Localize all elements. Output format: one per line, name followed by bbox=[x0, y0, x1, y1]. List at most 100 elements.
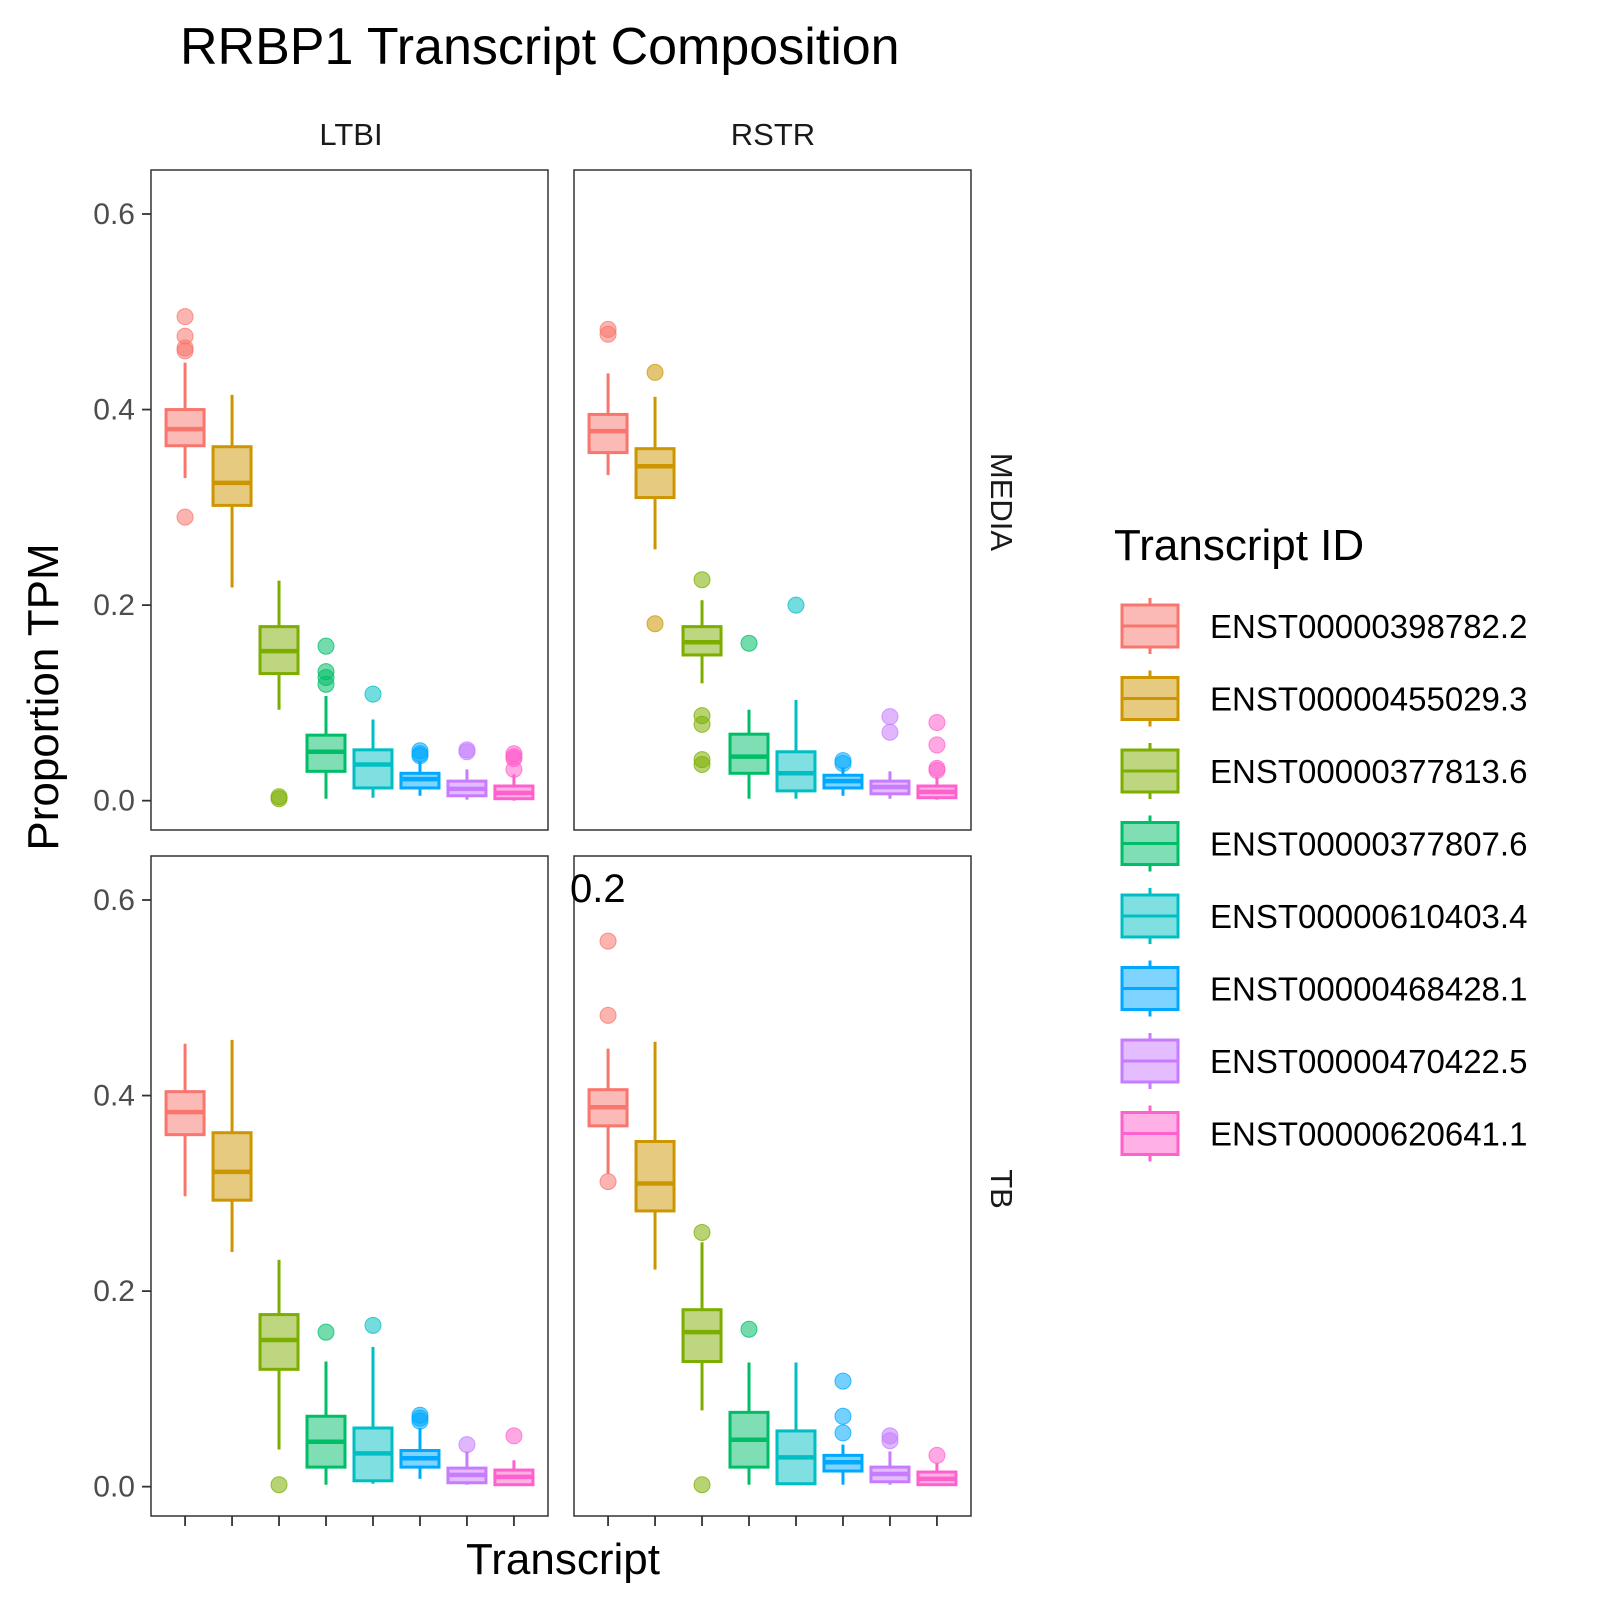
box-iqr bbox=[211, 1131, 253, 1202]
box-iqr bbox=[587, 412, 629, 455]
box-ENST00000610403.4 bbox=[352, 1316, 394, 1484]
outlier-point bbox=[270, 790, 288, 808]
outlier-point bbox=[364, 685, 382, 703]
outlier-point bbox=[505, 760, 523, 778]
legend-label: ENST00000377813.6 bbox=[1210, 753, 1527, 790]
legend-title: Transcript ID bbox=[1114, 521, 1364, 570]
outlier-point bbox=[740, 1320, 758, 1338]
legend-label: ENST00000620641.1 bbox=[1210, 1116, 1527, 1153]
outlier-point bbox=[928, 736, 946, 754]
box-ENST00000455029.3 bbox=[634, 1041, 676, 1270]
box-ENST00000398782.2 bbox=[587, 320, 629, 476]
y-tick-label: 0.6 bbox=[93, 884, 135, 917]
legend-label: ENST00000377807.6 bbox=[1210, 826, 1527, 863]
box-ENST00000398782.2 bbox=[587, 932, 629, 1191]
box-ENST00000468428.1 bbox=[399, 1406, 441, 1479]
panel-annotation: 0.2 bbox=[570, 867, 626, 911]
box-ENST00000398782.2 bbox=[164, 308, 206, 526]
outlier-point bbox=[270, 1476, 288, 1494]
box-ENST00000377813.6 bbox=[258, 580, 300, 808]
legend-label: ENST00000398782.2 bbox=[1210, 608, 1527, 645]
box-ENST00000620641.1 bbox=[916, 713, 958, 800]
outlier-point bbox=[599, 325, 617, 343]
outlier-point bbox=[458, 743, 476, 761]
box-iqr bbox=[681, 1308, 723, 1364]
outlier-point bbox=[646, 615, 664, 633]
box-ENST00000377813.6 bbox=[681, 1223, 723, 1494]
legend-item: ENST00000468428.1 bbox=[1120, 960, 1527, 1017]
box-iqr bbox=[634, 447, 676, 500]
outlier-point bbox=[505, 1427, 523, 1445]
legend-label: ENST00000610403.4 bbox=[1210, 898, 1527, 935]
box-iqr bbox=[728, 732, 770, 775]
box-ENST00000610403.4 bbox=[775, 1362, 817, 1486]
outlier-point bbox=[317, 1323, 335, 1341]
outlier-point bbox=[693, 1476, 711, 1494]
box-ENST00000620641.1 bbox=[493, 745, 535, 801]
outlier-point bbox=[176, 508, 194, 526]
legend-item: ENST00000377807.6 bbox=[1120, 815, 1527, 872]
panels-layer bbox=[150, 169, 972, 1517]
box-ENST00000470422.5 bbox=[869, 1427, 911, 1485]
outlier-point bbox=[364, 1316, 382, 1334]
outlier-point bbox=[693, 715, 711, 733]
facet-strip-ltbi: LTBI bbox=[319, 117, 382, 152]
outlier-point bbox=[599, 1006, 617, 1024]
outlier-point bbox=[646, 363, 664, 381]
y-tick-label: 0.2 bbox=[93, 1275, 135, 1308]
box-ENST00000398782.2 bbox=[164, 1043, 206, 1197]
y-tick-label: 0.4 bbox=[93, 1080, 135, 1113]
outlier-point bbox=[928, 1446, 946, 1464]
y-tick-label: 0.0 bbox=[93, 785, 135, 818]
outlier-point bbox=[834, 1424, 852, 1442]
legend-label: ENST00000455029.3 bbox=[1210, 681, 1527, 718]
legend-item: ENST00000620641.1 bbox=[1120, 1105, 1527, 1162]
box-ENST00000470422.5 bbox=[446, 1436, 488, 1485]
outlier-point bbox=[834, 1372, 852, 1390]
box-ENST00000610403.4 bbox=[775, 596, 817, 799]
y-tick-label: 0.2 bbox=[93, 589, 135, 622]
box-ENST00000377807.6 bbox=[305, 637, 347, 799]
x-axis-title: Transcript bbox=[466, 1535, 660, 1584]
outlier-point bbox=[881, 723, 899, 741]
box-ENST00000620641.1 bbox=[916, 1446, 958, 1487]
box-iqr bbox=[634, 1140, 676, 1213]
legend-item: ENST00000398782.2 bbox=[1120, 598, 1527, 654]
outlier-point bbox=[599, 1173, 617, 1191]
legend-item: ENST00000455029.3 bbox=[1120, 670, 1527, 727]
outlier-point bbox=[928, 713, 946, 731]
box-iqr bbox=[352, 748, 394, 790]
outlier-point bbox=[599, 932, 617, 950]
outlier-point bbox=[693, 1223, 711, 1241]
outlier-point bbox=[834, 1407, 852, 1425]
y-tick-label: 0.0 bbox=[93, 1471, 135, 1504]
outlier-point bbox=[881, 1432, 899, 1450]
outlier-point bbox=[834, 755, 852, 773]
facet-strip-media: MEDIA bbox=[984, 453, 1019, 552]
outlier-point bbox=[458, 1436, 476, 1454]
facet-strip-tb: TB bbox=[984, 1169, 1019, 1209]
box-ENST00000455029.3 bbox=[211, 1039, 253, 1252]
panel-border bbox=[150, 855, 549, 1517]
outlier-point bbox=[693, 755, 711, 773]
box-ENST00000468428.1 bbox=[822, 1372, 864, 1485]
panel-rstr-tb bbox=[573, 855, 972, 1517]
outlier-point bbox=[317, 637, 335, 655]
facet-strip-rstr: RSTR bbox=[731, 117, 815, 152]
panel-border bbox=[150, 169, 549, 831]
box-ENST00000377813.6 bbox=[681, 571, 723, 773]
box-ENST00000455029.3 bbox=[211, 394, 253, 588]
box-ENST00000470422.5 bbox=[869, 708, 911, 799]
y-tick-label: 0.6 bbox=[93, 198, 135, 231]
panel-ltbi-tb bbox=[150, 855, 549, 1517]
outlier-point bbox=[787, 596, 805, 614]
box-ENST00000468428.1 bbox=[822, 752, 864, 796]
y-tick-label: 0.4 bbox=[93, 394, 135, 427]
legend-item: ENST00000610403.4 bbox=[1120, 888, 1527, 944]
box-ENST00000455029.3 bbox=[634, 363, 676, 633]
outlier-point bbox=[881, 708, 899, 726]
box-ENST00000620641.1 bbox=[493, 1427, 535, 1487]
box-ENST00000377807.6 bbox=[728, 634, 770, 799]
